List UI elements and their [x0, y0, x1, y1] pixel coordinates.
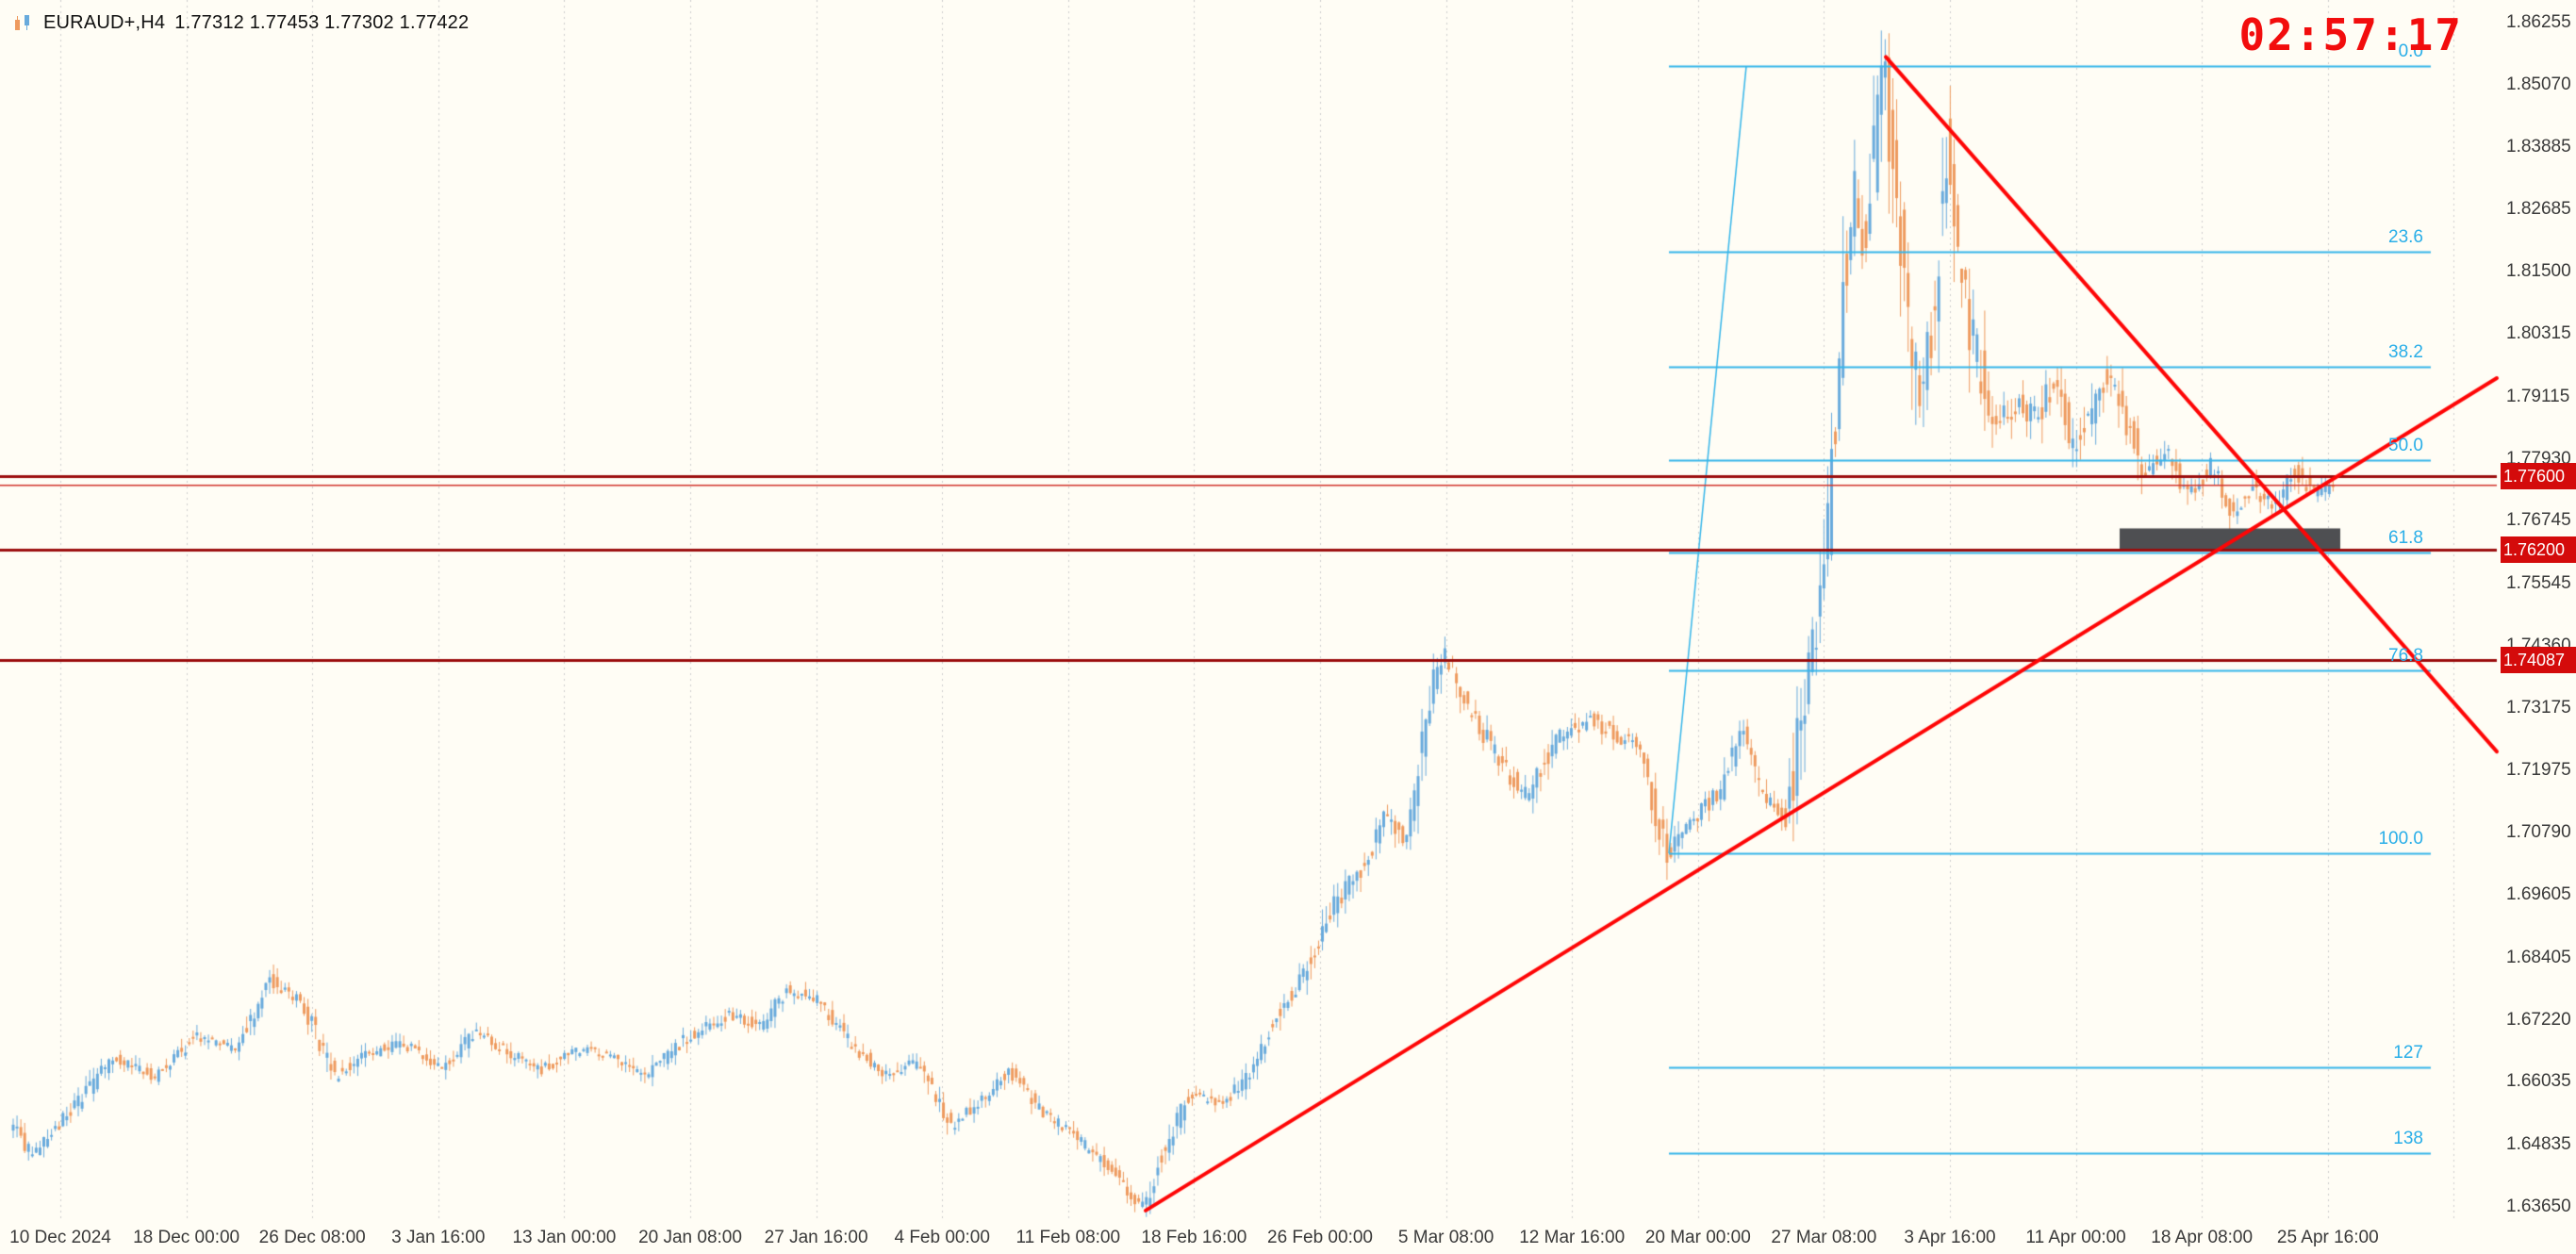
symbol-timeframe-label: EURAUD+,H4: [43, 11, 166, 33]
clock-indicator: 02:57:17: [2238, 9, 2463, 60]
ohlc-values: 1.77312 1.77453 1.77302 1.77422: [174, 11, 470, 33]
symbol-header: EURAUD+,H4 1.77312 1.77453 1.77302 1.774…: [11, 11, 469, 34]
symbol-chart-icon: [15, 15, 29, 30]
